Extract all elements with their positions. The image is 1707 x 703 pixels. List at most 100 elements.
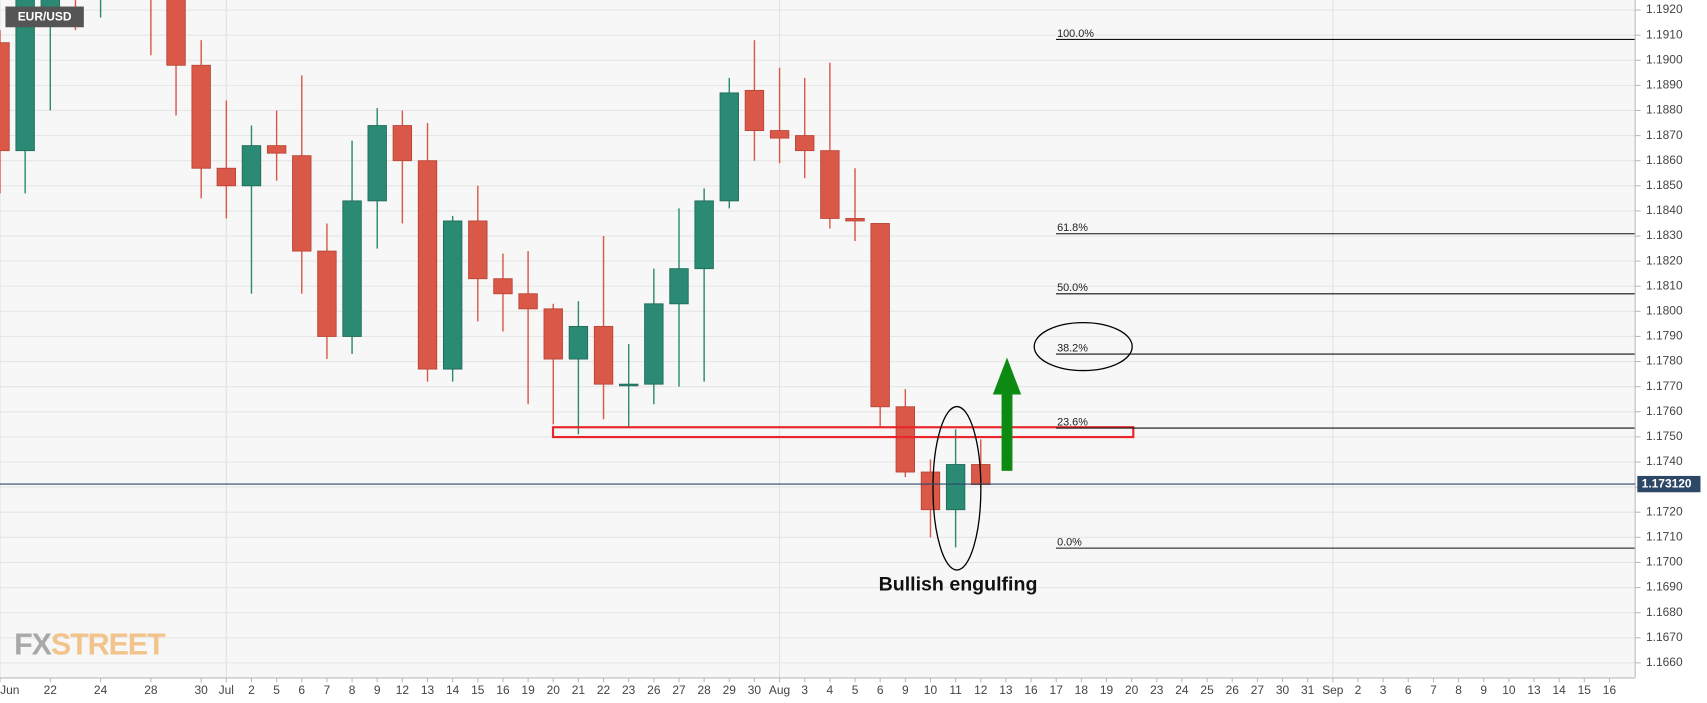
x-tick-label: 11 bbox=[949, 683, 962, 697]
x-tick-label: 28 bbox=[144, 683, 158, 697]
x-tick-label: Aug bbox=[769, 683, 790, 697]
candle-body bbox=[392, 125, 413, 162]
x-tick-label: 31 bbox=[1301, 683, 1315, 697]
candle-body bbox=[493, 278, 513, 295]
x-tick-label: 15 bbox=[1578, 683, 1592, 697]
x-tick-label: 10 bbox=[924, 683, 938, 697]
y-tick-label: 1.1900 bbox=[1646, 52, 1683, 66]
candle-body bbox=[845, 218, 865, 222]
x-tick-label: 28 bbox=[697, 683, 711, 697]
candle-body bbox=[292, 155, 312, 252]
x-tick-label: 10 bbox=[1502, 683, 1516, 697]
x-tick-label: 30 bbox=[748, 683, 762, 697]
x-tick-label: 24 bbox=[1175, 683, 1189, 697]
x-tick-label: 27 bbox=[1251, 683, 1265, 697]
candle-body bbox=[216, 167, 237, 187]
x-tick-label: 2 bbox=[248, 683, 255, 697]
x-tick-label: Jul bbox=[219, 683, 234, 697]
fib-label: 23.6% bbox=[1057, 417, 1088, 429]
candle-body bbox=[241, 145, 262, 187]
y-tick-label: 1.1810 bbox=[1646, 278, 1683, 292]
candle-body bbox=[518, 293, 538, 310]
x-tick-label: 9 bbox=[374, 683, 381, 697]
candles bbox=[0, 0, 991, 548]
y-tick-label: 1.1920 bbox=[1646, 2, 1683, 16]
candle-body bbox=[744, 89, 765, 132]
annotation: Bullish engulfing bbox=[879, 573, 1038, 595]
x-tick-label: 26 bbox=[1226, 683, 1240, 697]
x-tick-label: 6 bbox=[298, 683, 305, 697]
candle-body bbox=[870, 223, 890, 408]
y-tick-label: 1.1740 bbox=[1646, 454, 1683, 468]
x-tick-label: Sep bbox=[1322, 683, 1344, 697]
x-tick-label: 22 bbox=[597, 683, 611, 697]
y-tick-label: 1.1860 bbox=[1646, 153, 1683, 167]
x-tick-label: 7 bbox=[324, 683, 331, 697]
x-tick-label: 12 bbox=[396, 683, 410, 697]
x-tick-label: 8 bbox=[349, 683, 356, 697]
candle-body bbox=[694, 200, 714, 270]
candle-body bbox=[191, 64, 211, 169]
candle-body bbox=[468, 220, 488, 280]
y-tick-label: 1.1850 bbox=[1646, 178, 1683, 192]
x-tick-label: 16 bbox=[496, 683, 510, 697]
candle-body bbox=[719, 92, 739, 202]
y-tick-label: 1.1830 bbox=[1646, 228, 1683, 242]
candle-body bbox=[0, 42, 10, 152]
x-tick-label: 16 bbox=[1024, 683, 1038, 697]
fib-label: 50.0% bbox=[1057, 282, 1088, 294]
y-tick-label: 1.1870 bbox=[1646, 128, 1683, 142]
x-tick-label: 21 bbox=[572, 683, 586, 697]
x-tick-label: 23 bbox=[622, 683, 636, 697]
y-tick-label: 1.1680 bbox=[1646, 605, 1683, 619]
candle-body bbox=[593, 325, 614, 385]
arrow-shaft bbox=[1001, 392, 1013, 471]
candle-body bbox=[367, 125, 387, 202]
arrow-head bbox=[992, 357, 1022, 395]
x-tick-label: 4 bbox=[827, 683, 834, 697]
x-tick-label: 26 bbox=[647, 683, 661, 697]
candle-body bbox=[543, 308, 563, 360]
candle-body bbox=[669, 268, 689, 305]
watermark-part: STREET bbox=[51, 627, 166, 661]
y-tick-label: 1.1660 bbox=[1646, 655, 1683, 669]
plot-area bbox=[0, 0, 1635, 678]
x-tick-label: 24 bbox=[94, 683, 108, 697]
x-tick-label: 16 bbox=[1603, 683, 1617, 697]
y-tick-label: 1.1720 bbox=[1646, 504, 1683, 518]
y-tick-label: 1.1670 bbox=[1646, 630, 1683, 644]
y-tick-label: 1.1690 bbox=[1646, 580, 1683, 594]
candle-body bbox=[266, 145, 287, 154]
x-tick-label: 3 bbox=[801, 683, 808, 697]
candle-body bbox=[945, 464, 966, 511]
candle-body bbox=[920, 471, 941, 511]
support-zone bbox=[551, 426, 1135, 439]
y-tick-label: 1.1780 bbox=[1646, 354, 1683, 368]
y-tick-label: 1.1800 bbox=[1646, 304, 1683, 318]
candle-body bbox=[769, 130, 790, 139]
candle-body bbox=[619, 383, 639, 387]
x-tick-label: 8 bbox=[1455, 683, 1462, 697]
current-price-label: 1.173120 bbox=[1642, 476, 1692, 490]
y-tick-label: 1.1890 bbox=[1646, 78, 1683, 92]
candle-body bbox=[644, 303, 664, 385]
x-tick-label: 29 bbox=[723, 683, 737, 697]
candle-body bbox=[166, 0, 186, 66]
x-tick-label: 9 bbox=[902, 683, 909, 697]
x-tick-label: 30 bbox=[1276, 683, 1290, 697]
overlay: 100.0% 61.8% 50.0% 38.2% 23.6% 0.0% bbox=[551, 28, 1636, 571]
watermark-part: FX bbox=[14, 627, 53, 661]
x-tick-label: 5 bbox=[852, 683, 859, 697]
y-tick-label: 1.1700 bbox=[1646, 555, 1683, 569]
x-tick-label: 22 bbox=[44, 683, 58, 697]
candle-body bbox=[15, 0, 35, 152]
x-tick-label: 6 bbox=[1405, 683, 1412, 697]
x-tick-label: 2 bbox=[1355, 683, 1362, 697]
x-tick-label: 20 bbox=[1125, 683, 1139, 697]
candle-body bbox=[317, 250, 337, 337]
x-tick-label: 13 bbox=[421, 683, 435, 697]
x-tick-label: 15 bbox=[471, 683, 485, 697]
x-tick-label: Jun bbox=[0, 683, 19, 697]
x-tick-label: 9 bbox=[1480, 683, 1487, 697]
candle-body bbox=[820, 150, 840, 219]
